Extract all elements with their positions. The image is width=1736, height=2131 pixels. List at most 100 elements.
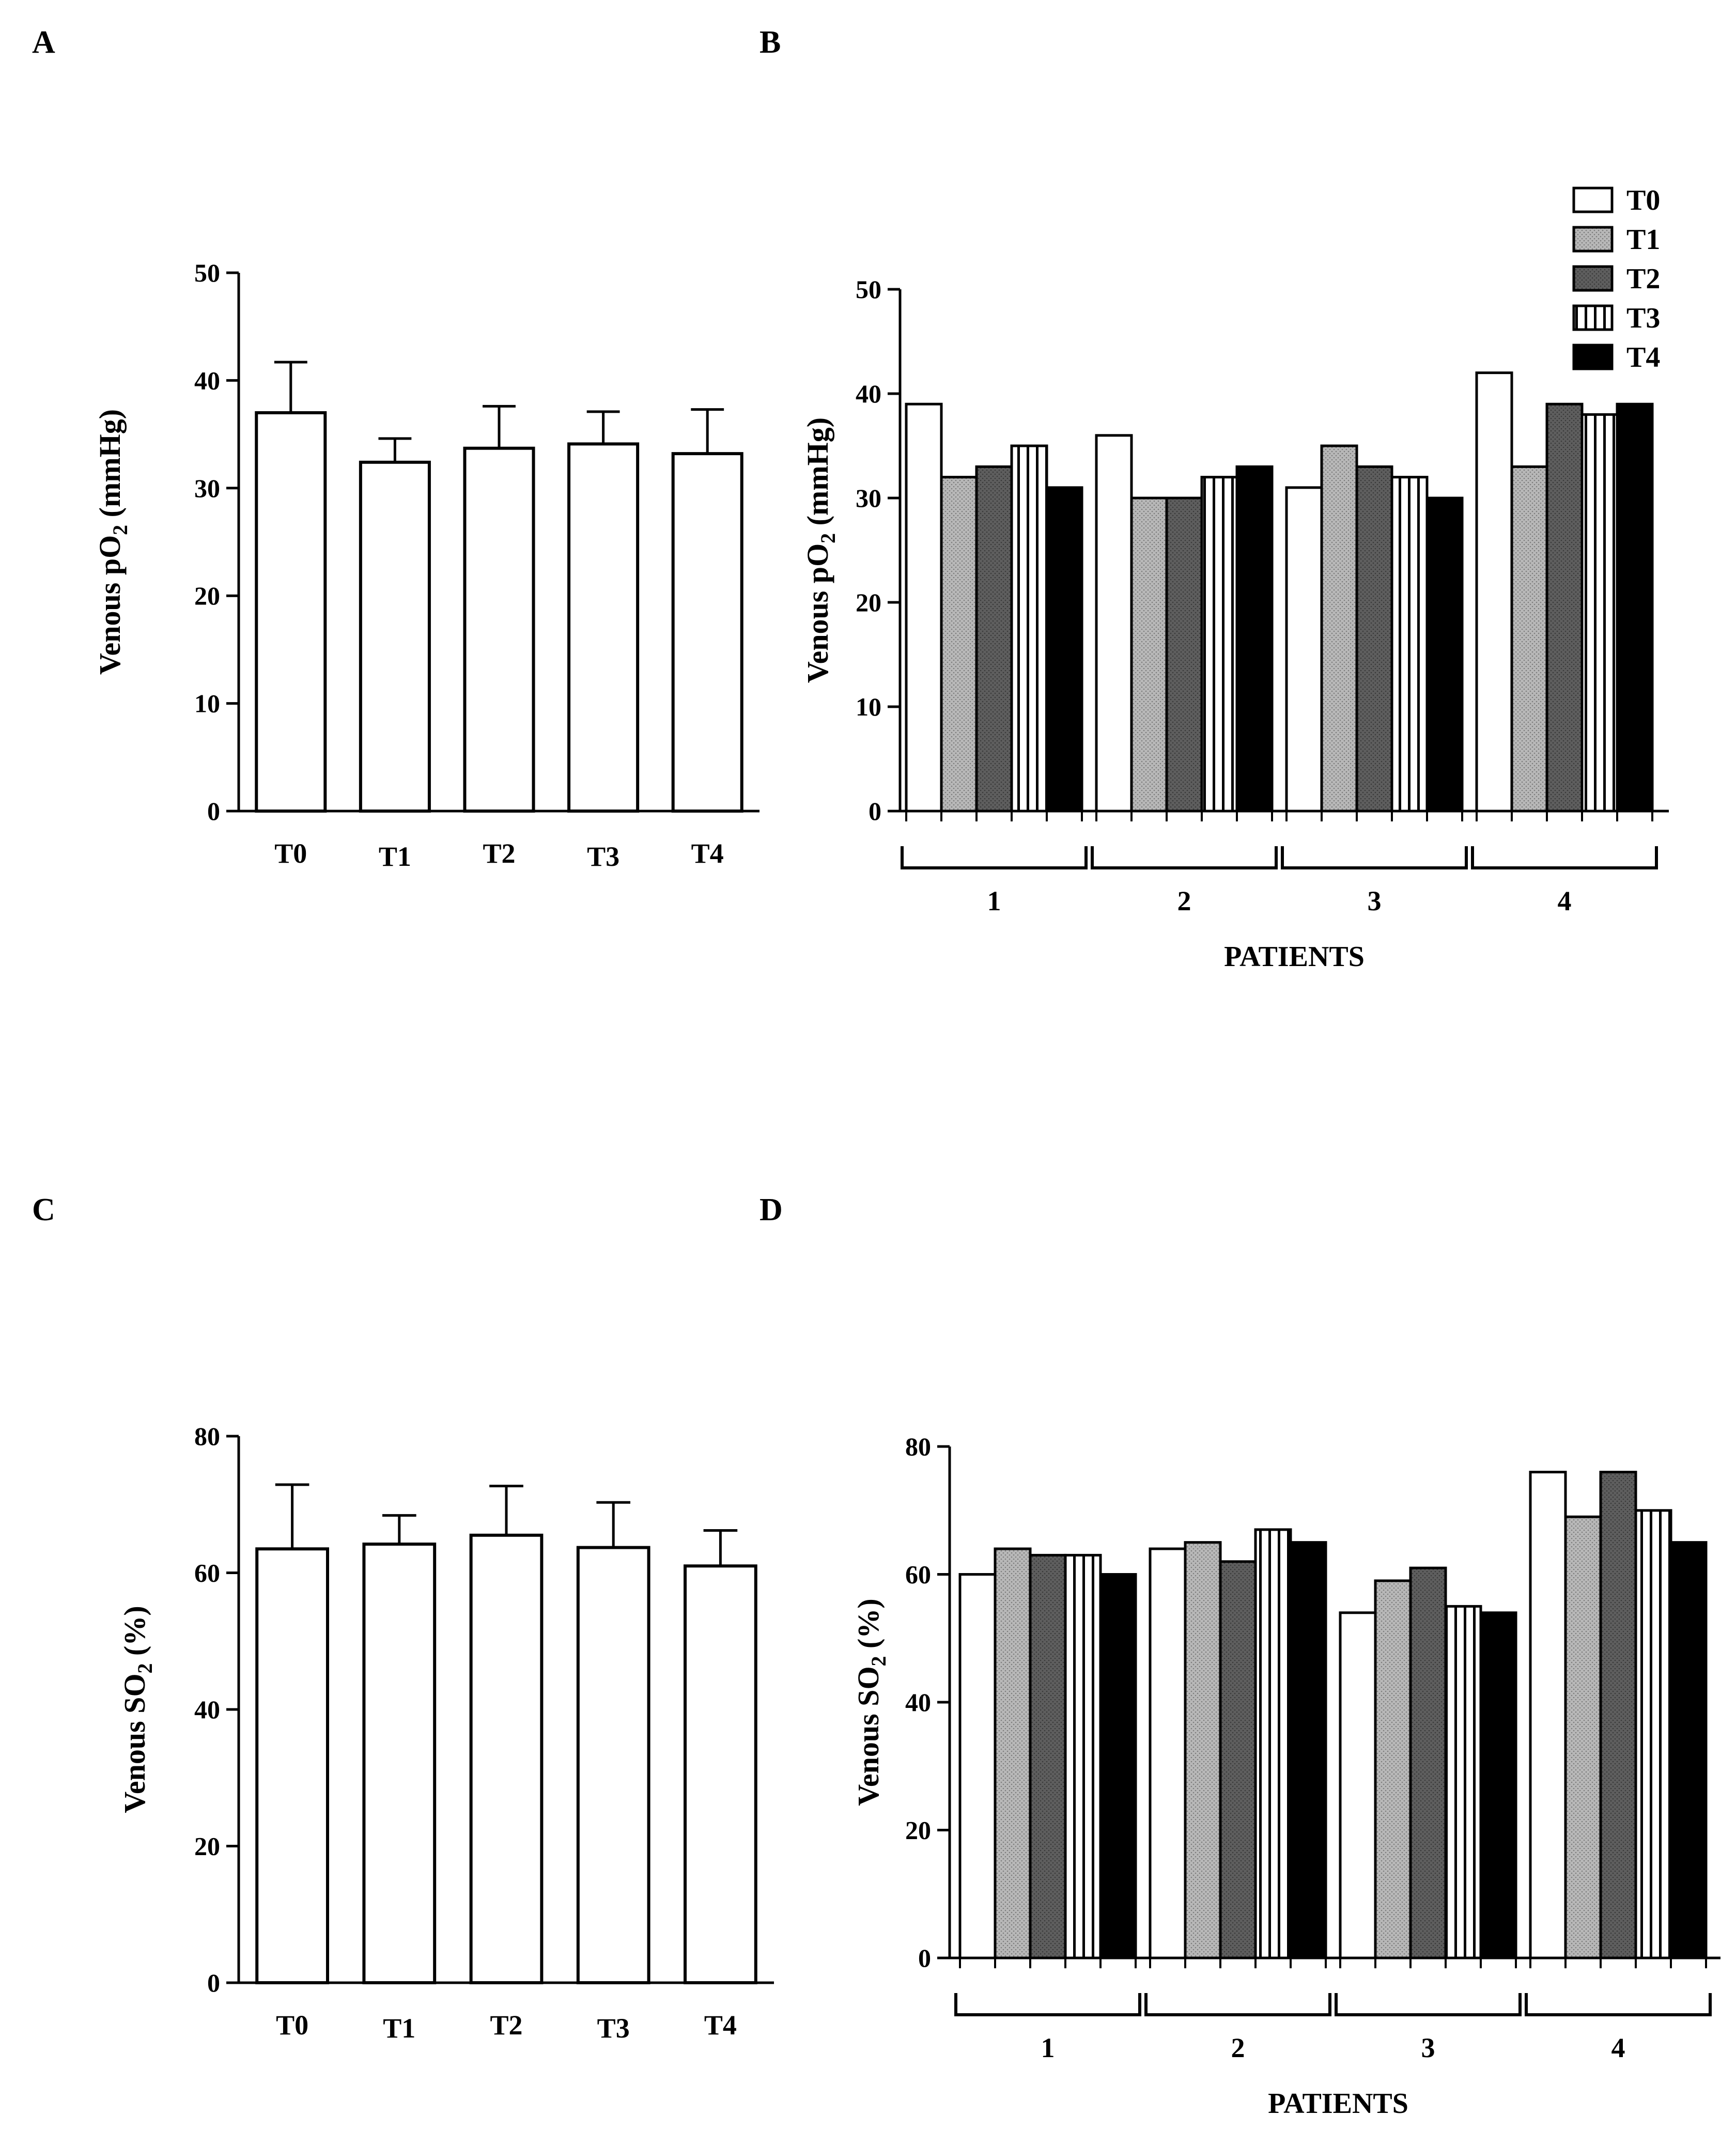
y-tick-label: 20 (194, 581, 220, 610)
patient-label: 4 (1611, 2032, 1625, 2063)
y-tick-label: 30 (856, 484, 881, 512)
x-tick-label: T0 (276, 2010, 308, 2041)
bar-patient2-t1 (1184, 1541, 1222, 1959)
bar-patient4-t4 (1616, 402, 1654, 813)
bar-patient2-t0 (1149, 1547, 1187, 1959)
legend-swatch-t3 (1572, 304, 1614, 331)
legend-swatch-t2 (1572, 265, 1614, 292)
panel-d: 0 20 40 60 80 1 2 3 4 PATIENTS Venous SO2 (%) (851, 1432, 1721, 2120)
bar-t0 (255, 1547, 329, 1984)
bar-patient3-t1 (1320, 444, 1358, 813)
patient-bracket (1525, 1993, 1712, 2016)
y-tick-label: 50 (856, 275, 881, 304)
legend-swatch-t1 (1572, 226, 1614, 253)
patient-label: 4 (1558, 885, 1572, 916)
bar-patient3-t3 (1390, 476, 1429, 813)
bar-patient3-t4 (1425, 496, 1464, 813)
patient-bracket (1281, 846, 1468, 869)
bar-patient3-t0 (1339, 1611, 1377, 1959)
y-axis-label: Venous SO2 (%) (851, 1598, 890, 1806)
y-axis-label: Venous SO2 (%) (118, 1606, 157, 1813)
y-tick-label: 10 (194, 689, 220, 718)
bar-t1 (359, 460, 431, 813)
bar-patient4-t3 (1634, 1509, 1672, 1959)
panel-label-c: C (32, 1192, 55, 1227)
bar-patient4-t1 (1564, 1515, 1602, 1959)
x-axis-label: PATIENTS (1224, 941, 1365, 973)
bar-patient2-t4 (1235, 465, 1274, 813)
y-tick-label: 80 (194, 1422, 220, 1451)
x-tick-label: T2 (490, 2010, 522, 2041)
bar-patient2-t0 (1095, 434, 1133, 813)
patient-bracket (1335, 1993, 1522, 2016)
bar-patient3-t1 (1374, 1579, 1412, 1959)
bar-patient4-t0 (1529, 1471, 1567, 1959)
panel-label-d: D (760, 1192, 783, 1227)
bar-patient4-t0 (1475, 371, 1513, 813)
y-tick-label: 0 (207, 797, 220, 826)
y-tick-label: 30 (194, 474, 220, 503)
bar-t2 (469, 1533, 544, 1984)
bar-patient4-t3 (1580, 413, 1619, 813)
bar-patient1-t3 (1010, 444, 1048, 813)
panel-label-b: B (760, 25, 781, 60)
y-tick-label: 0 (207, 1968, 220, 1997)
bar-patient2-t3 (1254, 1528, 1292, 1959)
bar-t4 (684, 1564, 757, 1984)
y-axis-label: Venous pO2 (mmHg) (93, 409, 132, 675)
patient-bracket (901, 846, 1088, 869)
legend-label-t4: T4 (1626, 341, 1660, 374)
y-tick-label: 20 (856, 588, 881, 617)
y-tick-label: 60 (194, 1559, 220, 1588)
legend: T0 T1 T2 T3 T4 (1572, 184, 1660, 374)
bar-patient2-t2 (1219, 1560, 1257, 1959)
patient-bracket (954, 1993, 1141, 2016)
bar-patient3-t2 (1409, 1566, 1447, 1959)
y-tick-label: 40 (194, 366, 220, 395)
bar-t2 (463, 446, 535, 813)
patient-bracket (1091, 846, 1278, 869)
bar-patient2-t3 (1200, 476, 1238, 813)
x-tick-label: T1 (383, 2013, 415, 2044)
bar-patient3-t4 (1479, 1611, 1517, 1959)
y-tick-label: 40 (905, 1688, 931, 1717)
panel-label-a: A (32, 25, 55, 60)
patient-bracket (1471, 846, 1658, 869)
patient-label: 3 (1421, 2032, 1435, 2063)
patient-label: 1 (1041, 2032, 1055, 2063)
bar-patient3-t0 (1285, 486, 1323, 813)
legend-label-t2: T2 (1626, 263, 1660, 295)
bar-t1 (362, 1542, 437, 1985)
panel-b: 0 10 20 30 40 50 1 2 3 4 PATIENTS Venous pO2 (mmHg) (801, 275, 1669, 973)
bar-patient1-t0 (958, 1573, 997, 1959)
bar-t4 (671, 452, 743, 813)
y-tick-label: 40 (856, 379, 881, 408)
x-tick-label: T1 (379, 841, 411, 872)
legend-swatch-t0 (1572, 186, 1614, 213)
bar-patient3-t3 (1444, 1605, 1482, 1959)
bar-patient1-t4 (1099, 1573, 1137, 1959)
bar-patient1-t1 (994, 1547, 1032, 1959)
legend-swatch-t4 (1572, 344, 1614, 370)
bar-patient4-t2 (1545, 402, 1584, 813)
legend-label-t0: T0 (1626, 184, 1660, 216)
y-tick-label: 20 (194, 1832, 220, 1861)
bar-patient1-t1 (940, 476, 978, 813)
x-tick-label: T0 (274, 838, 307, 869)
x-axis-label: PATIENTS (1268, 2088, 1408, 2120)
y-tick-label: 0 (918, 1943, 931, 1972)
bar-t3 (567, 442, 640, 813)
legend-label-t3: T3 (1626, 302, 1660, 334)
bar-patient1-t2 (1029, 1553, 1067, 1959)
patient-label: 2 (1231, 2032, 1245, 2063)
y-tick-label: 80 (905, 1432, 931, 1461)
legend-label-t1: T1 (1626, 224, 1660, 256)
bar-patient4-t4 (1669, 1541, 1708, 1959)
y-tick-label: 40 (194, 1695, 220, 1724)
bar-patient4-t2 (1599, 1471, 1637, 1959)
patient-label: 2 (1177, 885, 1191, 916)
y-tick-label: 0 (869, 797, 881, 826)
x-tick-label: T4 (704, 2010, 737, 2041)
